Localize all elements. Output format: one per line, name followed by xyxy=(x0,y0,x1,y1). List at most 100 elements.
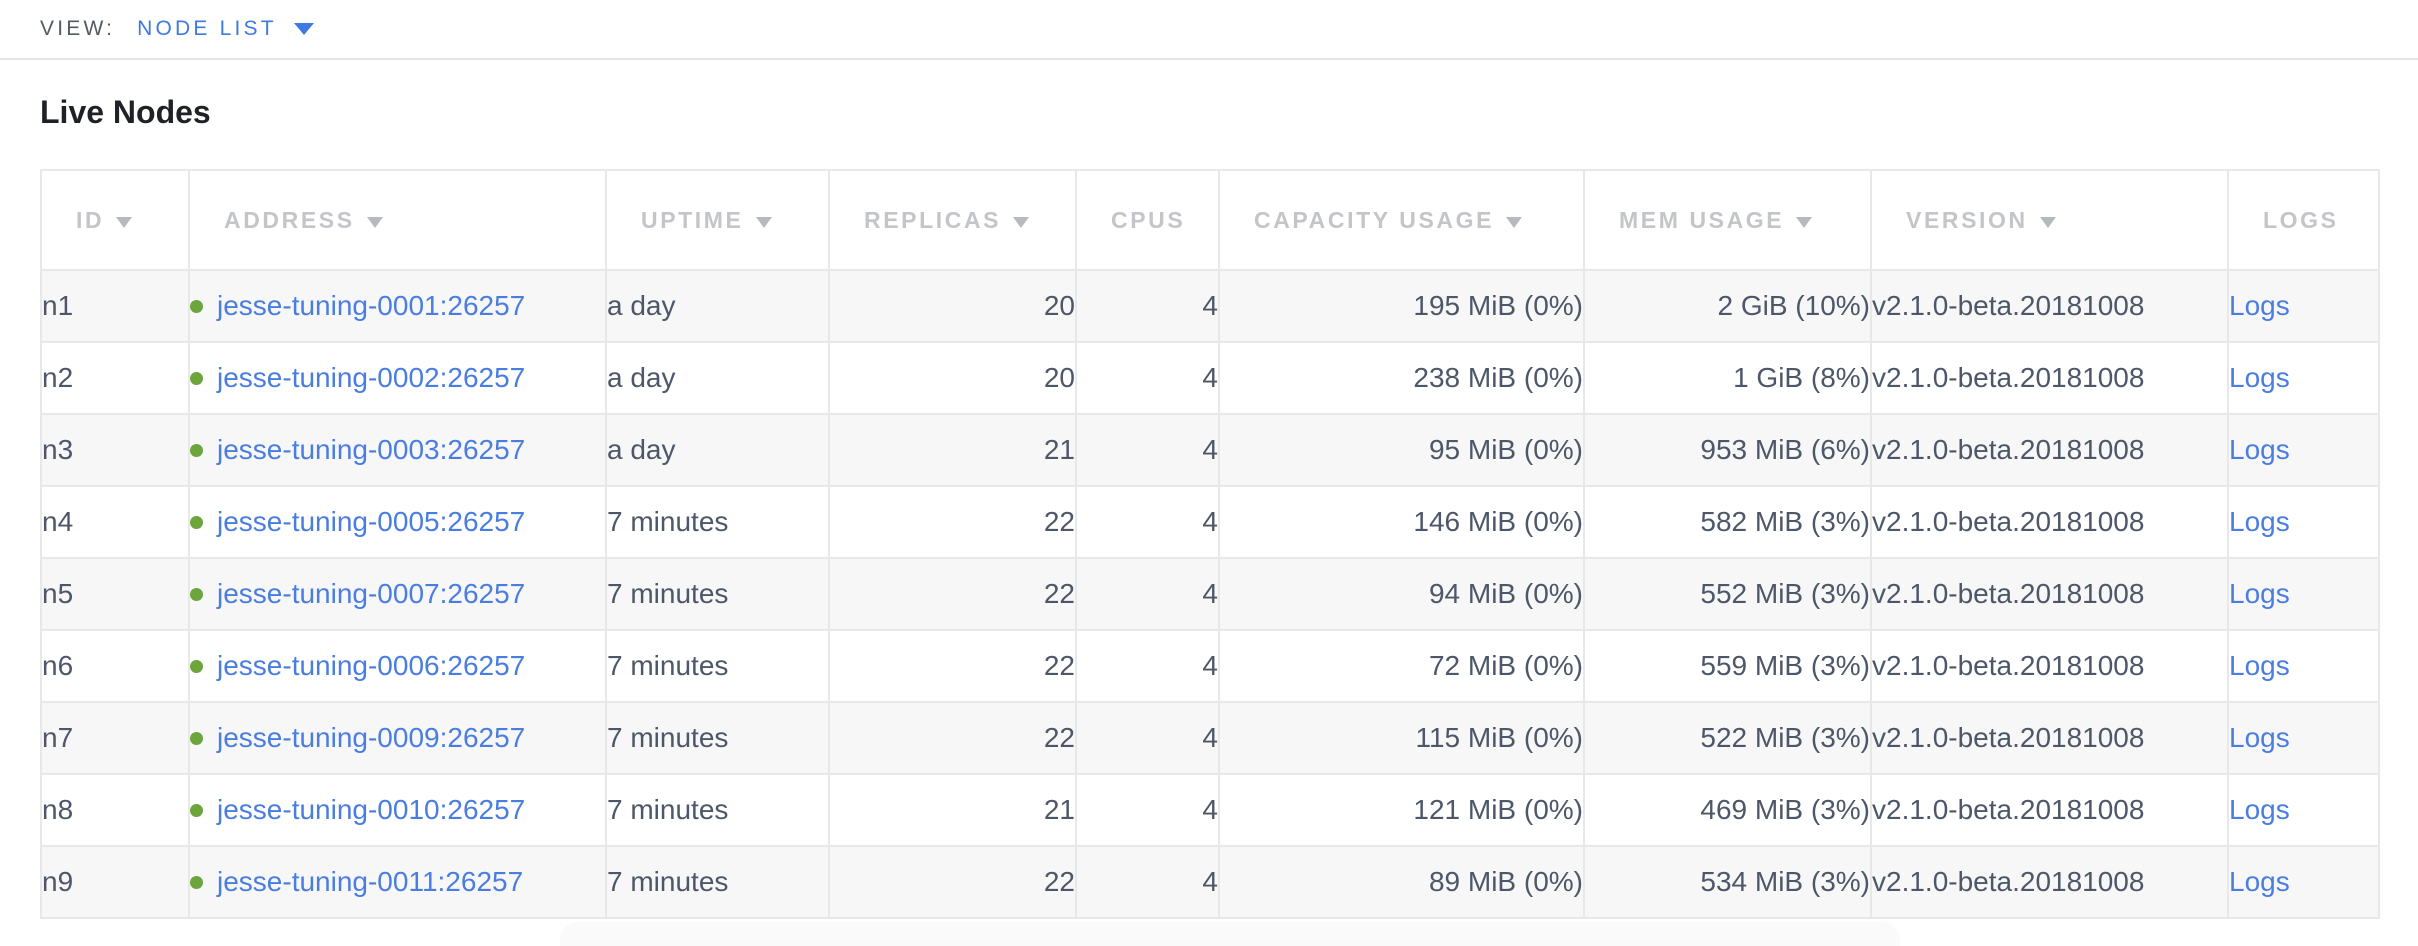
column-header-uptime[interactable]: UPTIME xyxy=(605,169,830,271)
logs-link[interactable]: Logs xyxy=(2229,722,2290,753)
column-header-replicas[interactable]: REPLICAS xyxy=(828,169,1077,271)
capacity-usage-cell: 72 MiB (0%) xyxy=(1218,629,1585,703)
sort-desc-icon xyxy=(755,216,772,228)
logs-link[interactable]: Logs xyxy=(2229,866,2290,897)
logs-cell: Logs xyxy=(2227,269,2380,343)
node-live-status-icon xyxy=(190,444,203,457)
version-cell: v2.1.0-beta.20181008 xyxy=(1870,629,2229,703)
replicas-cell: 22 xyxy=(828,845,1077,919)
sort-desc-icon xyxy=(116,216,133,228)
replicas-cell: 22 xyxy=(828,485,1077,559)
mem-usage-cell: 522 MiB (3%) xyxy=(1583,701,1872,775)
node-id-cell: n8 xyxy=(40,773,190,847)
node-id-cell: n9 xyxy=(40,845,190,919)
capacity-usage-cell: 115 MiB (0%) xyxy=(1218,701,1585,775)
column-header-address[interactable]: ADDRESS xyxy=(188,169,607,271)
table-row: n4 jesse-tuning-0005:26257 7 minutes 22 … xyxy=(40,485,2380,559)
address-link[interactable]: jesse-tuning-0007:26257 xyxy=(217,578,526,609)
logs-link[interactable]: Logs xyxy=(2229,794,2290,825)
node-live-status-icon xyxy=(190,300,203,313)
column-header-version[interactable]: VERSION xyxy=(1870,169,2229,271)
view-bar: VIEW: NODE LIST xyxy=(0,0,2418,60)
logs-link[interactable]: Logs xyxy=(2229,362,2290,393)
address-link[interactable]: jesse-tuning-0003:26257 xyxy=(217,434,526,465)
logs-cell: Logs xyxy=(2227,413,2380,487)
node-id-cell: n2 xyxy=(40,341,190,415)
uptime-cell: 7 minutes xyxy=(605,773,830,847)
node-live-status-icon xyxy=(190,804,203,817)
address-link[interactable]: jesse-tuning-0005:26257 xyxy=(217,506,526,537)
address-link[interactable]: jesse-tuning-0002:26257 xyxy=(217,362,526,393)
mem-usage-cell: 552 MiB (3%) xyxy=(1583,557,1872,631)
uptime-cell: a day xyxy=(605,413,830,487)
uptime-cell: a day xyxy=(605,269,830,343)
version-cell: v2.1.0-beta.20181008 xyxy=(1870,845,2229,919)
replicas-cell: 21 xyxy=(828,413,1077,487)
mem-usage-cell: 1 GiB (8%) xyxy=(1583,341,1872,415)
node-id-cell: n5 xyxy=(40,557,190,631)
header-row: ID ADDRESS UPTIME REPLICAS CPUS CAPACITY… xyxy=(40,169,2380,271)
address-link[interactable]: jesse-tuning-0009:26257 xyxy=(217,722,526,753)
address-cell: jesse-tuning-0011:26257 xyxy=(188,845,607,919)
cpus-cell: 4 xyxy=(1075,485,1220,559)
version-cell: v2.1.0-beta.20181008 xyxy=(1870,773,2229,847)
column-header-label: MEM USAGE xyxy=(1619,206,1785,233)
capacity-usage-cell: 238 MiB (0%) xyxy=(1218,341,1585,415)
version-cell: v2.1.0-beta.20181008 xyxy=(1870,557,2229,631)
view-selector-dropdown[interactable]: NODE LIST xyxy=(137,17,314,41)
column-header-id[interactable]: ID xyxy=(40,169,190,271)
cpus-cell: 4 xyxy=(1075,701,1220,775)
replicas-cell: 22 xyxy=(828,557,1077,631)
table-row: n6 jesse-tuning-0006:26257 7 minutes 22 … xyxy=(40,629,2380,703)
logs-cell: Logs xyxy=(2227,629,2380,703)
cpus-cell: 4 xyxy=(1075,413,1220,487)
page-title: Live Nodes xyxy=(40,94,211,130)
replicas-cell: 22 xyxy=(828,701,1077,775)
column-header-mem-usage[interactable]: MEM USAGE xyxy=(1583,169,1872,271)
bottom-partial-element xyxy=(560,922,1900,946)
address-link[interactable]: jesse-tuning-0011:26257 xyxy=(217,866,524,897)
replicas-cell: 20 xyxy=(828,269,1077,343)
cpus-cell: 4 xyxy=(1075,341,1220,415)
logs-link[interactable]: Logs xyxy=(2229,290,2290,321)
logs-cell: Logs xyxy=(2227,557,2380,631)
table-row: n9 jesse-tuning-0011:26257 7 minutes 22 … xyxy=(40,845,2380,919)
table-row: n2 jesse-tuning-0002:26257 a day 20 4 23… xyxy=(40,341,2380,415)
mem-usage-cell: 559 MiB (3%) xyxy=(1583,629,1872,703)
logs-link[interactable]: Logs xyxy=(2229,650,2290,681)
node-live-status-icon xyxy=(190,732,203,745)
node-live-status-icon xyxy=(190,372,203,385)
logs-link[interactable]: Logs xyxy=(2229,434,2290,465)
node-live-status-icon xyxy=(190,660,203,673)
node-id-cell: n4 xyxy=(40,485,190,559)
address-link[interactable]: jesse-tuning-0001:26257 xyxy=(217,290,526,321)
logs-link[interactable]: Logs xyxy=(2229,578,2290,609)
uptime-cell: 7 minutes xyxy=(605,557,830,631)
version-cell: v2.1.0-beta.20181008 xyxy=(1870,269,2229,343)
address-cell: jesse-tuning-0007:26257 xyxy=(188,557,607,631)
live-nodes-table: ID ADDRESS UPTIME REPLICAS CPUS CAPACITY… xyxy=(40,169,2380,919)
column-header-capacity-usage[interactable]: CAPACITY USAGE xyxy=(1218,169,1585,271)
view-label: VIEW: xyxy=(40,17,116,40)
version-cell: v2.1.0-beta.20181008 xyxy=(1870,485,2229,559)
column-header-label: ID xyxy=(76,206,105,233)
sort-desc-icon xyxy=(1796,216,1813,228)
node-id-cell: n1 xyxy=(40,269,190,343)
column-header-label: ADDRESS xyxy=(224,206,355,233)
logs-link[interactable]: Logs xyxy=(2229,506,2290,537)
address-link[interactable]: jesse-tuning-0006:26257 xyxy=(217,650,526,681)
address-link[interactable]: jesse-tuning-0010:26257 xyxy=(217,794,526,825)
sort-desc-icon xyxy=(2039,216,2056,228)
capacity-usage-cell: 146 MiB (0%) xyxy=(1218,485,1585,559)
version-cell: v2.1.0-beta.20181008 xyxy=(1870,341,2229,415)
table-row: n1 jesse-tuning-0001:26257 a day 20 4 19… xyxy=(40,269,2380,343)
address-cell: jesse-tuning-0003:26257 xyxy=(188,413,607,487)
node-id-cell: n3 xyxy=(40,413,190,487)
replicas-cell: 22 xyxy=(828,629,1077,703)
address-cell: jesse-tuning-0009:26257 xyxy=(188,701,607,775)
cpus-cell: 4 xyxy=(1075,629,1220,703)
version-cell: v2.1.0-beta.20181008 xyxy=(1870,413,2229,487)
address-cell: jesse-tuning-0010:26257 xyxy=(188,773,607,847)
address-cell: jesse-tuning-0006:26257 xyxy=(188,629,607,703)
mem-usage-cell: 469 MiB (3%) xyxy=(1583,773,1872,847)
